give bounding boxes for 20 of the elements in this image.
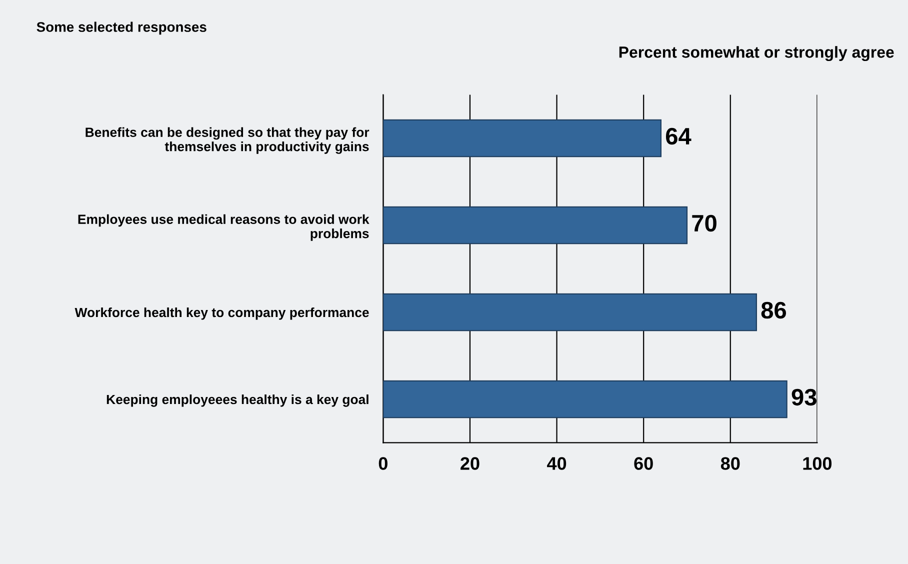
data-label: 64 bbox=[666, 128, 692, 145]
x-tick-label: 0 bbox=[378, 457, 388, 470]
y-tick-label: Workforce health key to company performance bbox=[74, 307, 369, 320]
x-tick-label: 80 bbox=[720, 457, 740, 470]
data-label: 93 bbox=[792, 388, 816, 406]
text: Some selected responses bbox=[36, 22, 206, 35]
data-label: 70 bbox=[692, 214, 716, 232]
bar bbox=[383, 380, 788, 418]
chart-subtitle: Percent somewhat or strongly agree bbox=[619, 46, 894, 62]
x-tick-label: 60 bbox=[634, 457, 653, 470]
x-tick-label: 100 bbox=[803, 457, 832, 470]
y-tick-label: Benefits can be designed so that they pay for themselves in productivity gains bbox=[86, 127, 370, 154]
x-tick-label: 20 bbox=[460, 457, 480, 470]
x-tick-label: 40 bbox=[547, 457, 566, 470]
y-tick-label: Keeping employeees healthy is a key goal bbox=[106, 394, 368, 407]
bar bbox=[383, 119, 662, 158]
bar bbox=[383, 293, 757, 332]
bar bbox=[383, 206, 688, 244]
data-label: 86 bbox=[761, 302, 786, 319]
y-tick-label: Employees use medical reasons to avoid work problems bbox=[78, 214, 370, 241]
